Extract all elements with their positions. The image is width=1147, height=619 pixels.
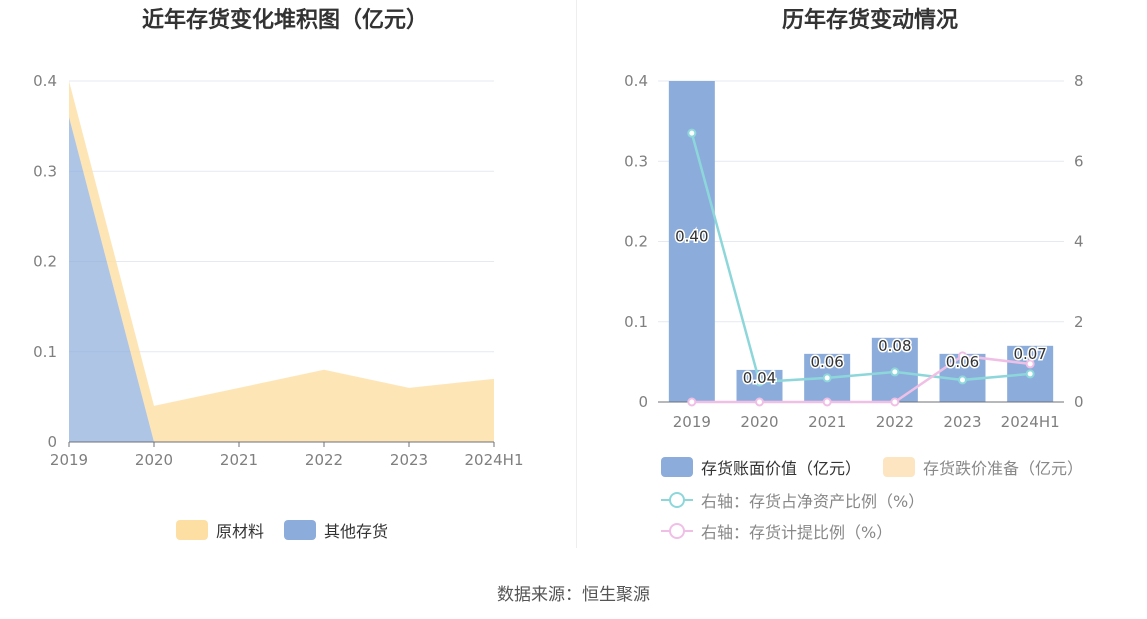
right-x-tick-label: 2024H1 [1001,413,1060,431]
left-x-tick-label: 2021 [220,451,258,469]
legend-label-net-asset-ratio[interactable]: 右轴：存货占净资产比例（%） [701,492,925,511]
right-x-tick-label: 2019 [673,413,711,431]
right-y2-tick-label: 8 [1074,72,1084,90]
area-other-inventory [69,117,494,442]
legend-label-impairment[interactable]: 存货跌价准备（亿元） [923,459,1084,478]
right-x-tick-label: 2023 [943,413,981,431]
left-x-tick-label: 2023 [390,451,428,469]
bar-data-label: 0.40 [675,228,708,246]
left-x-tick-label: 2024H1 [465,451,524,469]
right-x-tick-label: 2022 [876,413,914,431]
point-net-asset-ratio [755,377,764,387]
area-raw-materials [69,81,494,442]
point-net-asset-ratio [1025,369,1035,379]
point-provision-ratio [958,351,967,361]
left-x-tick-label: 2019 [50,451,88,469]
right-y2-tick-label: 0 [1074,393,1084,411]
point-net-asset-ratio [958,375,967,385]
point-net-asset-ratio [890,367,900,377]
right-y-tick-label: 0.4 [624,72,648,90]
charts-canvas: 0 0.1 0.2 0.3 0.4 2019 2020 2021 2022 2023 2024H1 0… [33,72,1084,469]
left-y-tick-label: 0.3 [33,162,57,180]
right-y-tick-label: 0 [638,393,648,411]
left-y-tick-label: 0.2 [33,253,57,271]
left-legend: 原材料 其他存货 [176,518,388,542]
right-y2-tick-label: 4 [1074,233,1084,251]
right-x-tick-label: 2021 [808,413,846,431]
legend-swatch-provision-ratio [661,521,693,541]
left-y-tick-label: 0.4 [33,72,57,90]
bar-data-label: 0.06 [946,353,979,371]
bar-data-label: 0.06 [810,353,843,371]
line-provision-ratio [691,354,1031,404]
point-provision-ratio [755,397,764,407]
data-source: 数据来源：恒生聚源 [497,585,650,605]
left-y-tick-label: 0.1 [33,343,57,361]
legend-swatch-net-asset-ratio [661,490,693,510]
right-legend-row-1: 存货账面价值（亿元） 存货跌价准备（亿元） [661,455,1083,479]
legend-swatch-raw-materials [176,520,208,540]
legend-swatch-book-value [661,457,693,477]
right-x-tick-label: 2020 [740,413,778,431]
legend-label-book-value[interactable]: 存货账面价值（亿元） [701,459,862,478]
bar-data-label: 0.04 [743,369,776,387]
right-legend-row-2: 右轴：存货占净资产比例（%） [661,488,924,512]
right-y-tick-label: 0.1 [624,313,648,331]
legend-label-provision-ratio[interactable]: 右轴：存货计提比例（%） [701,523,893,542]
right-y-tick-label: 0.3 [624,152,648,170]
legend-label-raw-materials[interactable]: 原材料 [216,522,265,541]
right-y-tick-label: 0.2 [624,233,648,251]
panel-divider [576,0,577,548]
bar-data-label: 0.07 [1013,345,1046,363]
left-chart-title: 近年存货变化堆积图（亿元） [141,8,428,33]
left-y-tick-label: 0 [47,433,57,451]
point-provision-ratio [822,397,832,407]
right-legend-row-3: 右轴：存货计提比例（%） [661,519,892,543]
line-net-asset-ratio [690,132,1031,384]
point-provision-ratio [890,397,900,407]
point-net-asset-ratio [687,128,697,138]
point-provision-ratio [1025,359,1035,369]
right-y2-tick-label: 6 [1074,152,1084,170]
left-x-tick-label: 2022 [305,451,343,469]
bar-data-label: 0.08 [878,337,911,355]
point-net-asset-ratio [822,373,832,383]
legend-label-other-inventory[interactable]: 其他存货 [324,522,389,541]
left-x-tick-label: 2020 [135,451,173,469]
legend-swatch-other-inventory [284,520,317,540]
right-chart-title: 历年存货变动情况 [781,8,958,33]
legend-swatch-impairment [883,457,916,477]
right-y2-tick-label: 2 [1074,313,1084,331]
point-provision-ratio [687,397,697,407]
